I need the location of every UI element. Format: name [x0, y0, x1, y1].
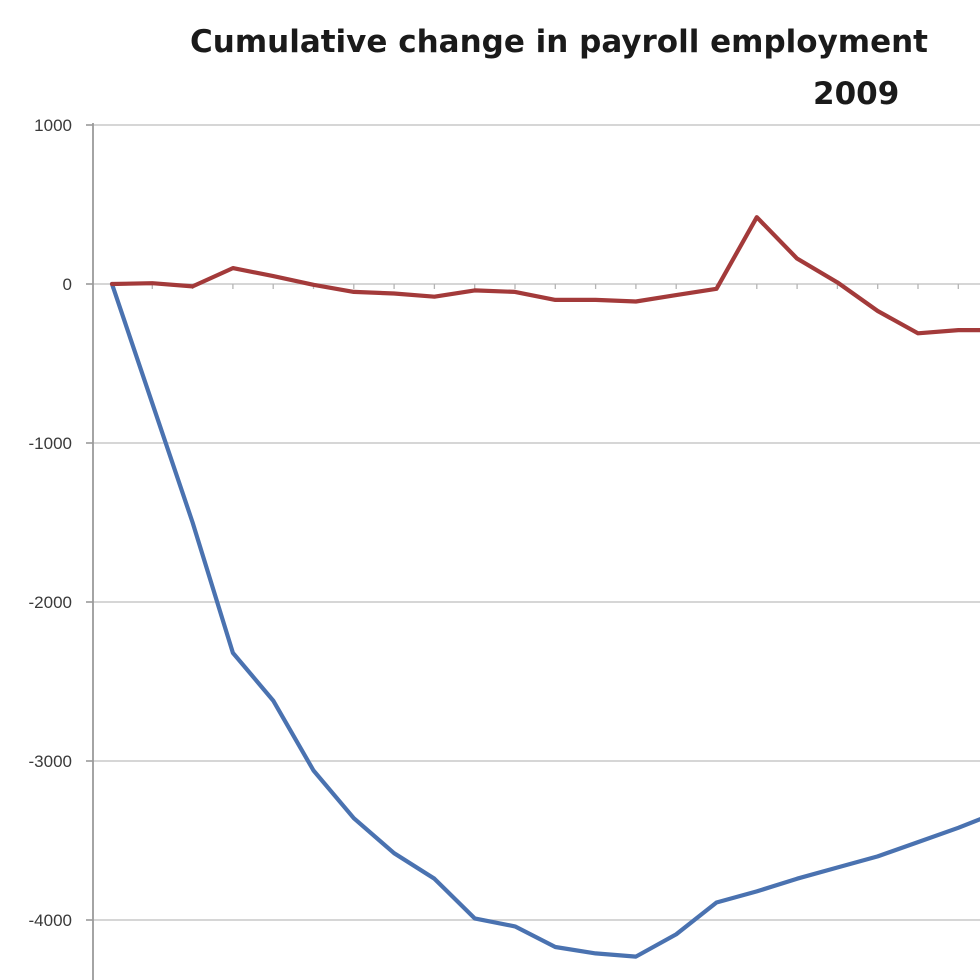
chart-title: Cumulative change in payroll employment: [190, 24, 928, 60]
y-tick-label: 0: [63, 275, 72, 294]
series-line-1: [109, 281, 980, 959]
gridlines: [93, 124, 980, 921]
y-tick-label: -4000: [29, 911, 72, 930]
y-tick-label: 1000: [34, 116, 72, 135]
series-lines: [109, 215, 980, 959]
chart-subtitle: 2009: [813, 76, 899, 112]
y-tick-label: -3000: [29, 752, 72, 771]
series-line-2: [109, 215, 980, 336]
y-tick-labels: 1000 0 -1000 -2000 -3000 -4000: [29, 116, 72, 930]
y-axis: [86, 123, 959, 980]
y-tick-label: -1000: [29, 434, 72, 453]
y-tick-label: -2000: [29, 593, 72, 612]
